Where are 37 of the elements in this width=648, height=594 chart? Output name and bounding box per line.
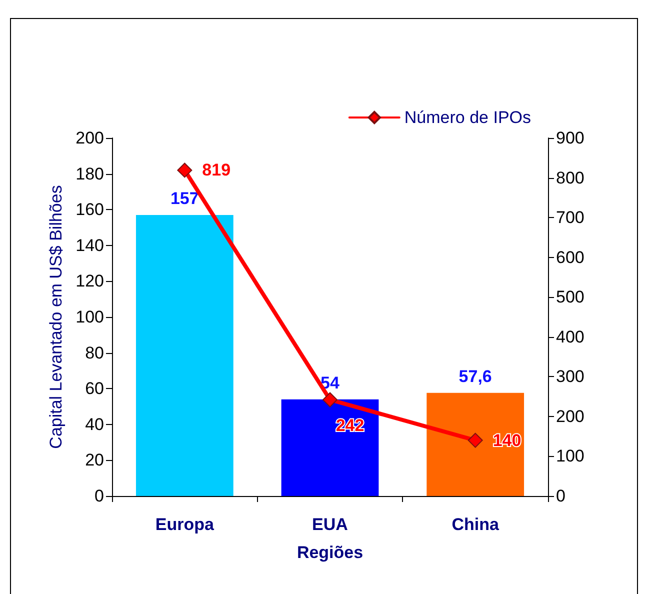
y-tick-label: 20	[85, 450, 104, 470]
x-axis-title: Regiões	[296, 543, 364, 562]
y-tick-label: 0	[94, 486, 104, 506]
bar	[281, 399, 379, 496]
y-tick-label: 120	[76, 272, 104, 291]
y-tick-label: 180	[76, 164, 104, 184]
data-label: 140	[492, 430, 522, 450]
x-tick-label: China	[452, 515, 500, 534]
y-tick-label: 140	[76, 236, 104, 255]
x-tick-label: EUA	[312, 515, 348, 534]
y2-tick-label: 200	[556, 406, 584, 426]
y2-tick-label: 300	[556, 367, 584, 386]
y2-tick-label: 700	[556, 208, 584, 228]
legend-label: Número de IPOs	[404, 108, 532, 127]
data-label: 819	[202, 160, 231, 180]
y-tick-label: 80	[85, 343, 104, 362]
y2-tick-label: 900	[556, 128, 584, 148]
y2-tick-label: 0	[556, 486, 566, 506]
bar	[426, 392, 524, 496]
point	[322, 392, 338, 408]
y-axis-title: Capital Levantado em US$ Bilhões	[46, 185, 66, 449]
point	[468, 432, 483, 448]
data-label: 57,6	[458, 366, 492, 386]
data-label: 242	[336, 416, 364, 436]
y2-tick-label: 600	[556, 248, 584, 267]
x-tick-label: Europa	[155, 515, 214, 534]
y-tick-label: 40	[85, 414, 104, 434]
y-tick-label: 100	[76, 308, 104, 326]
point	[177, 162, 192, 178]
y2-tick-label: 400	[556, 327, 584, 346]
y2-tick-label: 800	[556, 168, 584, 188]
y2-tick-label: 500	[556, 288, 584, 307]
data-label: 157	[170, 188, 199, 208]
y-tick-label: 200	[76, 128, 104, 148]
y-tick-label: 160	[76, 200, 104, 220]
y2-tick-label: 100	[556, 446, 584, 466]
y-tick-label: 60	[85, 379, 104, 398]
